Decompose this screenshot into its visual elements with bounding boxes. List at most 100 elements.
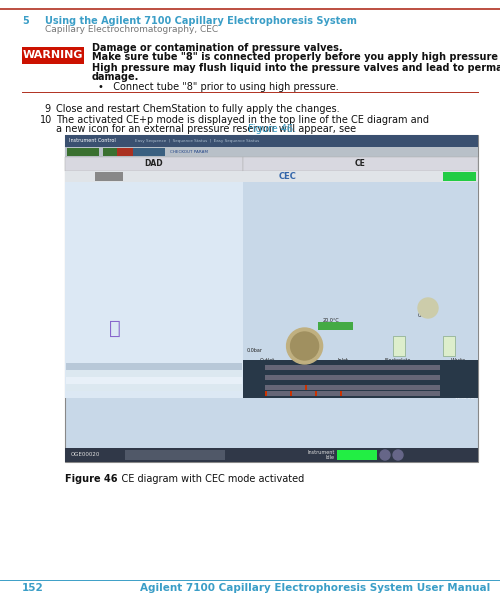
Text: 0.0 kV: 0.0 kV: [463, 371, 476, 375]
Text: 300 µA: 300 µA: [462, 381, 476, 385]
Circle shape: [380, 450, 390, 460]
Circle shape: [290, 332, 318, 360]
Text: CEC: CEC: [278, 172, 296, 181]
Text: Actual Values: Actual Values: [272, 362, 310, 367]
Bar: [264, 391, 266, 396]
Text: 10: 10: [40, 115, 52, 125]
Bar: [242, 360, 478, 398]
Bar: [340, 391, 342, 396]
Text: 152: 152: [22, 583, 44, 593]
Bar: [314, 391, 316, 396]
Text: 10: 10: [121, 379, 126, 383]
Text: CHECKOUT PARAM: CHECKOUT PARAM: [170, 150, 208, 154]
Bar: [264, 365, 440, 370]
Bar: [125, 450, 225, 460]
Text: 360.0: 360.0: [146, 371, 158, 376]
Text: CE diagram with CEC mode activated: CE diagram with CEC mode activated: [109, 474, 304, 484]
Text: a new icon for an external pressure reservoir will appear, see: a new icon for an external pressure rese…: [56, 124, 359, 134]
Text: C: C: [71, 385, 74, 389]
Text: B: B: [71, 379, 74, 383]
Text: 254.0: 254.0: [96, 379, 108, 383]
Text: Damage or contamination of pressure valves.: Damage or contamination of pressure valv…: [92, 43, 343, 53]
Text: 4: 4: [121, 371, 124, 376]
Bar: [290, 391, 292, 396]
Text: RefBW: RefBW: [146, 364, 160, 368]
Text: OGE00020: OGE00020: [71, 452, 101, 457]
Circle shape: [286, 328, 322, 364]
Text: Inlet
1: Inlet 1: [337, 358, 348, 369]
Bar: [67, 148, 99, 156]
Bar: [337, 450, 377, 460]
Text: DAD: DAD: [144, 160, 163, 169]
Bar: [65, 157, 242, 171]
Bar: [65, 147, 478, 157]
Text: Electrolyte: Electrolyte: [385, 358, 411, 363]
Text: 0 µA: 0 µA: [244, 381, 254, 385]
Text: 9: 9: [44, 104, 50, 114]
Text: Make sure tube "8" is connected properly before you apply high pressure to any l: Make sure tube "8" is connected properly…: [92, 52, 500, 62]
Text: 11.00 min: 11.00 min: [456, 396, 476, 400]
Text: Idle: Idle: [456, 174, 464, 179]
Bar: [393, 336, 405, 356]
Bar: [443, 172, 476, 181]
Text: RefWL: RefWL: [121, 364, 134, 368]
Text: The activated CE+p mode is displayed in the top line of the CE diagram and: The activated CE+p mode is displayed in …: [56, 115, 429, 125]
Bar: [65, 448, 478, 462]
Text: A: A: [71, 371, 74, 376]
Text: 5: 5: [22, 16, 29, 26]
Bar: [443, 336, 455, 356]
Text: Sequence: Sequence: [74, 150, 92, 154]
Text: 360.0: 360.0: [146, 385, 158, 389]
Text: Figure 46.: Figure 46.: [248, 124, 296, 134]
Bar: [103, 148, 135, 156]
Text: 0.0 W: 0.0 W: [244, 391, 256, 395]
Text: Capillary Electrochromatography, CEC: Capillary Electrochromatography, CEC: [45, 25, 218, 34]
Text: Instrument
Idle: Instrument Idle: [308, 449, 335, 460]
Text: Close and restart ChemStation to fully apply the changes.: Close and restart ChemStation to fully a…: [56, 104, 340, 114]
Bar: [318, 322, 352, 330]
Text: -15.9: -15.9: [196, 379, 206, 383]
Bar: [264, 385, 440, 390]
Bar: [65, 135, 478, 147]
Bar: [65, 135, 478, 462]
Text: 🦋: 🦋: [109, 319, 121, 337]
Text: 0mbar: 0mbar: [418, 313, 434, 318]
Text: 100: 100: [171, 371, 179, 376]
Text: 0.0bar: 0.0bar: [246, 348, 262, 353]
Text: -1.7: -1.7: [196, 385, 204, 389]
Text: Instrument Control: Instrument Control: [69, 139, 116, 143]
Text: 0.00 / 0.00: 0.00 / 0.00: [160, 452, 190, 457]
Text: 6.0 W: 6.0 W: [464, 391, 476, 395]
Text: WARNING: WARNING: [23, 50, 83, 61]
Bar: [66, 363, 242, 370]
Text: Easy Sequence  |  Sequence Status  |  Easy Sequence Status: Easy Sequence | Sequence Status | Easy S…: [135, 139, 259, 143]
Text: 10: 10: [121, 385, 126, 389]
Text: 235.0: 235.0: [96, 385, 108, 389]
Text: CE: CE: [355, 160, 366, 169]
Text: 100: 100: [171, 385, 179, 389]
Text: WL: WL: [71, 364, 78, 368]
Bar: [95, 172, 123, 181]
Text: 0.0 kV: 0.0 kV: [244, 371, 258, 375]
Bar: [66, 370, 242, 377]
Text: 100: 100: [171, 379, 179, 383]
Bar: [66, 377, 242, 384]
Bar: [117, 148, 149, 156]
Text: Outlet
2: Outlet 2: [260, 358, 275, 369]
Text: Waste: Waste: [450, 358, 466, 363]
Text: High pressure may flush liquid into the pressure valves and lead to permanent: High pressure may flush liquid into the …: [92, 63, 500, 73]
Text: Using the Agilent 7100 Capillary Electrophoresis System: Using the Agilent 7100 Capillary Electro…: [45, 16, 357, 26]
Text: 20.0°C: 20.0°C: [322, 318, 340, 323]
Bar: [264, 391, 440, 396]
Bar: [242, 182, 478, 398]
Bar: [304, 385, 306, 390]
Circle shape: [393, 450, 403, 460]
Text: 192.0: 192.0: [96, 371, 108, 376]
Text: Time: Time: [462, 390, 476, 395]
Text: Idle: Idle: [104, 174, 114, 179]
Text: Method Limits: Method Limits: [434, 362, 474, 367]
Text: Figure 46: Figure 46: [65, 474, 118, 484]
Text: BW: BW: [96, 364, 103, 368]
Bar: [133, 148, 165, 156]
Bar: [66, 384, 242, 391]
